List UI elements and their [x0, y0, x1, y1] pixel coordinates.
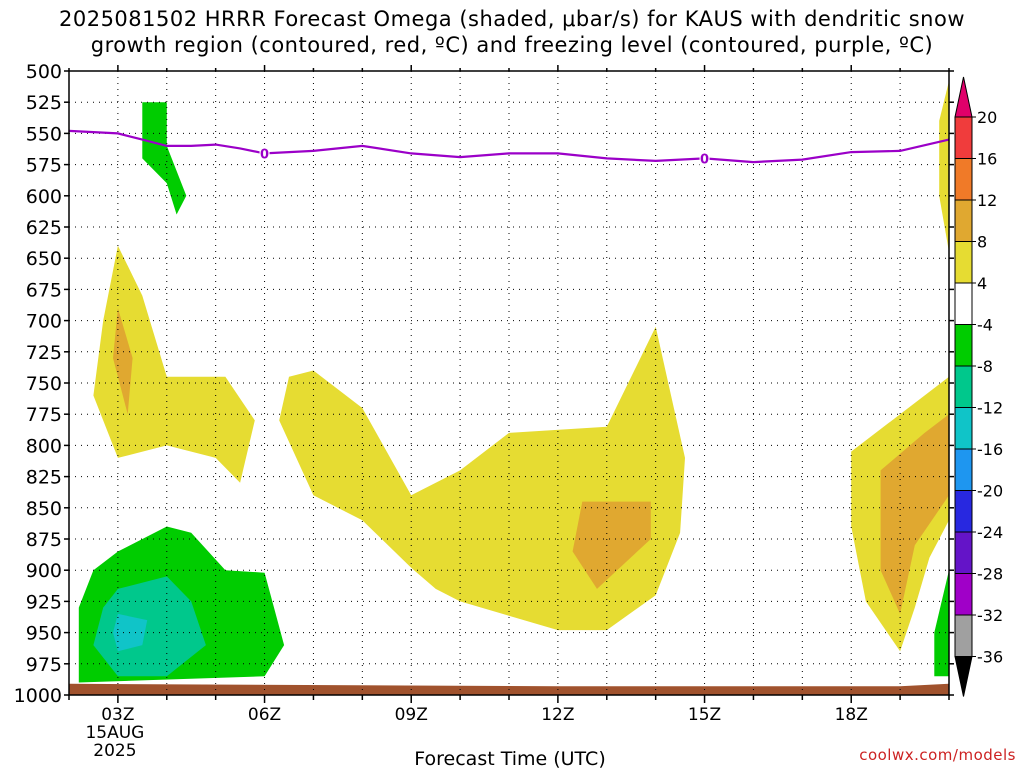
x-tick-label: 09Z: [395, 705, 428, 725]
y-tick-label: 825: [26, 467, 62, 489]
y-tick-label: 625: [26, 217, 62, 239]
colorbar-segment: [954, 158, 973, 201]
colorbar: 20 16 12 8 4 -4 -8 -12 -16 -20 -24 -28 -32 -36: [954, 76, 1003, 697]
colorbar-bottom-arrow: [954, 656, 973, 697]
credit-link[interactable]: coolwx.com/models: [859, 746, 1016, 764]
colorbar-label: -8: [977, 357, 993, 376]
omega-region: [572, 501, 651, 589]
colorbar-label: -24: [977, 523, 1003, 542]
omega-region: [113, 613, 148, 652]
omega-region: [880, 414, 949, 614]
colorbar-segment: [954, 531, 973, 574]
y-tick-label: 650: [26, 248, 62, 270]
colorbar-segment: [954, 324, 973, 367]
y-tick-label: 725: [26, 342, 62, 364]
colorbar-label: -4: [977, 316, 993, 335]
x-tick-label: 18Z: [835, 705, 868, 725]
colorbar-segment: [954, 490, 973, 533]
colorbar-label: -36: [977, 648, 1003, 667]
omega-shaded-regions: [78, 81, 949, 683]
omega-region: [939, 81, 949, 252]
omega-region: [279, 326, 685, 631]
freezing-label-bg: [699, 150, 710, 166]
colorbar-segment: [954, 407, 973, 450]
colorbar-segment: [954, 448, 973, 491]
omega-region: [93, 245, 255, 483]
x-date-label: 2025: [93, 741, 136, 761]
colorbar-label: 4: [977, 274, 987, 293]
omega-region: [142, 102, 187, 215]
x-tick-label: 15Z: [688, 705, 721, 725]
colorbar-label: -16: [977, 440, 1003, 459]
y-tick-label: 700: [26, 311, 62, 333]
colorbar-label: 8: [977, 233, 987, 252]
colorbar-label: -20: [977, 482, 1003, 501]
y-tick-label: 500: [26, 61, 62, 83]
y-tick-label: 975: [26, 654, 62, 676]
colorbar-segment: [954, 241, 973, 284]
colorbar-label: -12: [977, 399, 1003, 418]
colorbar-segment: [954, 282, 973, 325]
y-tick-label: 750: [26, 373, 62, 395]
colorbar-segment: [954, 614, 973, 657]
freezing-label-bg: [259, 145, 270, 161]
grid-lines: [69, 71, 949, 695]
omega-region: [934, 570, 949, 677]
omega-region: [113, 308, 133, 415]
freezing-level-label: 0: [260, 147, 269, 162]
freezing-level-label: 0: [700, 152, 709, 167]
y-tick-label: 1000: [14, 685, 62, 707]
colorbar-label: 20: [977, 108, 997, 127]
colorbar-segment: [954, 116, 973, 159]
colorbar-label: -32: [977, 606, 1003, 625]
colorbar-segment: [954, 365, 973, 408]
y-tick-label: 775: [26, 404, 62, 426]
colorbar-top-arrow: [954, 76, 973, 118]
x-date-label: 15AUG: [85, 723, 144, 743]
colorbar-label: 12: [977, 191, 997, 210]
chart-title-line2: growth region (contoured, red, ºC) and f…: [90, 33, 934, 57]
y-tick-label: 950: [26, 623, 62, 645]
x-tick-label: 06Z: [248, 705, 281, 725]
y-tick-label: 675: [26, 279, 62, 301]
y-tick-label: 850: [26, 498, 62, 520]
y-tick-label: 800: [26, 435, 62, 457]
y-tick-label: 875: [26, 529, 62, 551]
chart-title-line1: 2025081502 HRRR Forecast Omega (shaded, …: [58, 7, 965, 31]
y-tick-label: 525: [26, 92, 62, 114]
colorbar-segment: [954, 199, 973, 242]
freezing-level-line: [68, 129, 950, 164]
y-tick-label: 575: [26, 155, 62, 177]
x-tick-label: 12Z: [541, 705, 574, 725]
y-axis: 500 525 550 575 600 625 650 675 700 725 750 775 800 8…: [14, 61, 954, 707]
colorbar-segment: [954, 573, 973, 616]
x-axis-label: Forecast Time (UTC): [414, 748, 605, 768]
colorbar-label: 16: [977, 150, 997, 169]
y-tick-label: 900: [26, 560, 62, 582]
x-tick-label: 03Z: [101, 705, 134, 725]
y-tick-label: 550: [26, 123, 62, 145]
colorbar-label: -28: [977, 565, 1003, 584]
y-tick-label: 925: [26, 591, 62, 613]
y-tick-label: 600: [26, 186, 62, 208]
